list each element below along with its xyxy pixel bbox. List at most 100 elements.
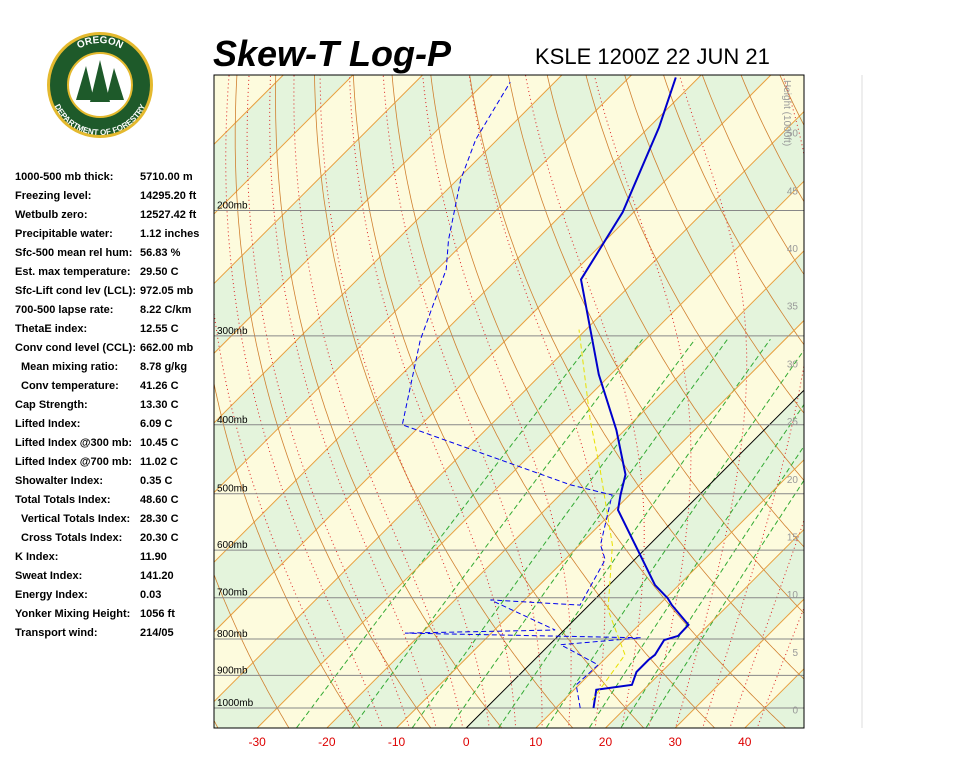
profile-line (578, 329, 626, 701)
y2-tick-label: 50 (787, 129, 799, 140)
y-tick-label: 300mb (217, 326, 248, 337)
y2-tick-label: 15 (787, 532, 799, 543)
stat-value: 214/05 (140, 627, 174, 639)
stat-value: 48.60 C (140, 494, 179, 506)
dry-adiabat (889, 61, 960, 734)
isotherm (214, 75, 563, 424)
mixing-ratio (351, 338, 643, 728)
stat-label: Lifted Index @700 mb: (15, 456, 132, 468)
logo-top: OREGON (75, 35, 124, 51)
profile-line (401, 81, 641, 709)
x-tick-label: 0 (463, 735, 470, 749)
y2-tick-label: 40 (787, 244, 799, 255)
mixing-ratio (620, 445, 804, 728)
stat-label: Cross Totals Index: (21, 532, 122, 544)
dry-adiabat (214, 573, 290, 728)
stat-label: Mean mixing ratio: (21, 361, 118, 373)
stat-value: 1056 ft (140, 608, 175, 620)
dry-adiabat (663, 75, 804, 346)
dry-adiabat (585, 75, 804, 482)
x-tick-label: 40 (738, 735, 752, 749)
stat-value: 29.50 C (140, 266, 179, 278)
stat-label: Sweat Index: (15, 570, 82, 582)
y-tick-label: 1000mb (217, 698, 254, 709)
chart-subtitle: KSLE 1200Z 22 JUN 21 (535, 44, 770, 69)
stat-label: Precipitable water: (15, 228, 113, 240)
isotherm (214, 75, 423, 285)
dry-adiabat (508, 75, 804, 614)
stat-label: Vertical Totals Index: (21, 513, 130, 525)
y2-axis-label: Height (1000ft) (781, 80, 792, 146)
profile-line (579, 77, 690, 709)
moist-adiabat (593, 75, 692, 728)
y2-tick-label: 45 (787, 186, 799, 197)
chart-title: Skew-T Log-P (213, 33, 452, 74)
isotherm (214, 75, 493, 354)
dry-adiabat (234, 75, 432, 728)
isotherm (214, 75, 354, 215)
moist-adiabat (729, 518, 804, 728)
x-tick-label: 10 (529, 735, 543, 749)
stat-value: 14295.20 ft (140, 190, 197, 202)
stat-value: 8.78 g/kg (140, 361, 187, 373)
stat-value: 5710.00 m (140, 171, 193, 183)
isotherm (674, 598, 804, 728)
isotherm (535, 459, 804, 728)
stat-value: 662.00 mb (140, 342, 193, 354)
stat-label: Cap Strength: (15, 399, 88, 411)
x-tick-label: -20 (318, 735, 336, 749)
x-tick-label: -10 (388, 735, 406, 749)
dry-adiabat (546, 75, 804, 548)
stat-value: 20.30 C (140, 532, 179, 544)
dry-adiabat (624, 75, 804, 414)
stat-label: Showalter Index: (15, 475, 103, 487)
dry-adiabat (430, 75, 787, 728)
y-tick-label: 800mb (217, 629, 248, 640)
plot-lines (214, 61, 960, 734)
dry-adiabat (812, 61, 960, 734)
moist-adiabat (468, 75, 606, 728)
stat-value: 12527.42 ft (140, 209, 197, 221)
band (214, 111, 804, 728)
isotherm (465, 389, 804, 728)
stats-table: 1000-500 mb thick: 5710.00 m Freezing leve… (15, 171, 199, 639)
stat-label: Sfc-500 mean rel hum: (15, 247, 132, 259)
stat-label: ThetaE index: (15, 323, 87, 335)
plot-overlay: -30 -20 -10 0 10 20 30 40 200mb 300mb 400mb 500mb 60… (213, 74, 805, 749)
stat-value: 8.22 C/km (140, 304, 192, 316)
y-tick-label: 900mb (217, 665, 248, 676)
stat-value: 11.02 C (140, 456, 178, 468)
stat-label: 700-500 lapse rate: (15, 304, 113, 316)
band (214, 75, 804, 702)
stat-value: 11.90 (140, 551, 167, 563)
moist-adiabat (319, 75, 490, 728)
isotherm (396, 319, 804, 728)
stat-label: Yonker Mixing Height: (15, 608, 130, 620)
stat-label: Est. max temperature: (15, 266, 131, 278)
isotherm (256, 180, 804, 728)
logo-top-text: OREGON (75, 35, 124, 51)
stat-label: Conv temperature: (21, 380, 119, 392)
y2-tick-label: 5 (792, 648, 798, 659)
x-tick-label: 20 (599, 735, 613, 749)
y-tick-label: 600mb (217, 540, 248, 551)
y-tick-label: 700mb (217, 588, 248, 599)
stat-value: 56.83 % (140, 247, 181, 259)
y-tick-label: 400mb (217, 415, 248, 426)
mixing-ratio (295, 338, 594, 728)
stat-label: 1000-500 mb thick: (15, 171, 113, 183)
stat-value: 6.09 C (140, 418, 172, 430)
moist-adiabat (756, 606, 804, 728)
stat-value: 972.05 mb (140, 285, 193, 297)
stat-value: 1.12 inches (140, 228, 199, 240)
dry-adiabat (850, 61, 960, 734)
isotherm (326, 250, 804, 728)
x-tick-label: 30 (668, 735, 682, 749)
logo-trees (76, 60, 124, 102)
mixing-ratio (411, 338, 696, 728)
mixing-ratio (588, 403, 804, 728)
dry-adiabat (214, 381, 361, 728)
mixing-ratio (645, 479, 804, 728)
stat-label: Sfc-Lift cond lev (LCL): (15, 285, 136, 297)
stat-value: 13.30 C (140, 399, 179, 411)
